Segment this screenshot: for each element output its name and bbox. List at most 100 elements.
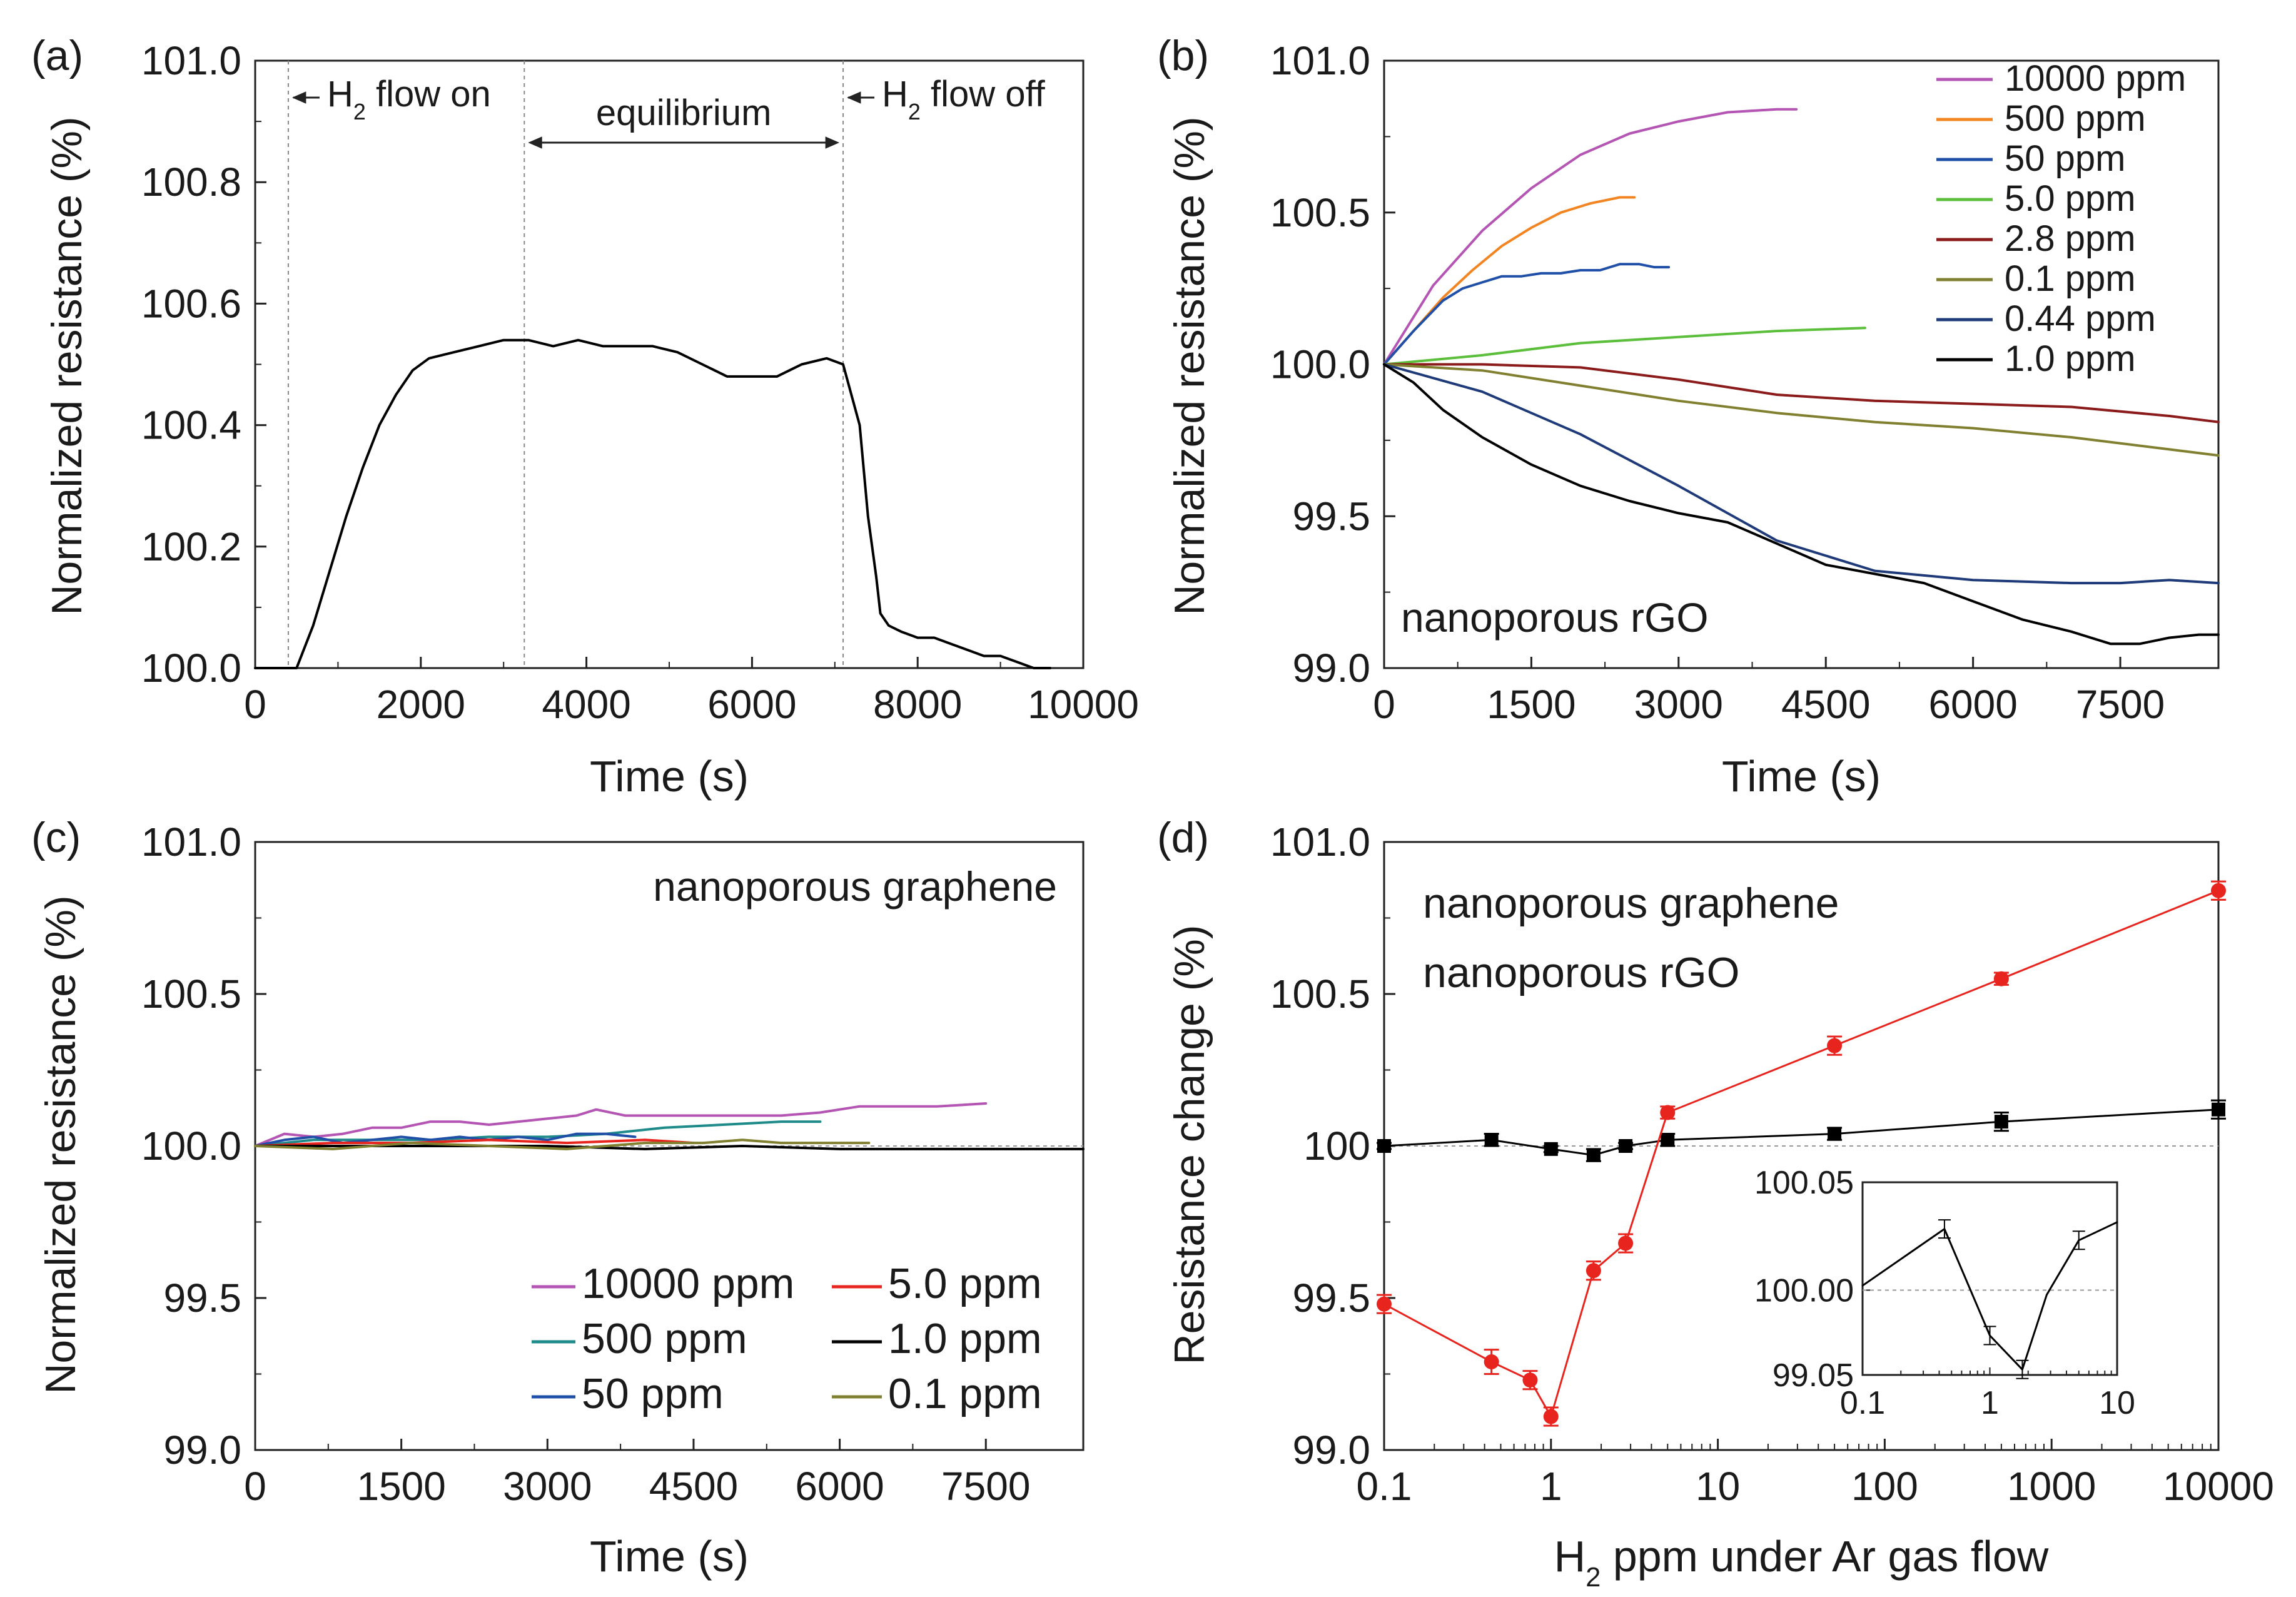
legend-label-b: 10000 ppm: [2005, 58, 2186, 99]
h2-flow-off-label-prefix: H: [882, 74, 908, 114]
legend-label-b: 1.0 ppm: [2005, 338, 2136, 379]
x-tick-label-a: 10000: [1028, 682, 1139, 727]
panel-letter-b: (b): [1157, 32, 1209, 79]
h2-flow-off-label-suffix: flow off: [921, 74, 1046, 114]
y-axis-label-b: Normalized resistance (%): [1166, 116, 1213, 615]
x-tick-label-c: 4500: [649, 1464, 738, 1509]
legend-label-c: 500 ppm: [582, 1315, 747, 1362]
series-line-c-0.1-ppm: [254, 1138, 871, 1150]
y-tick-label-b: 99.0: [1292, 646, 1370, 691]
y-tick-label-d: 99.0: [1292, 1427, 1370, 1473]
y-axis-label-c: Normalized resistance (%): [37, 895, 84, 1394]
y-tick-label-d: 101.0: [1270, 819, 1370, 864]
y-tick-label-a: 100.8: [141, 160, 241, 205]
x-tick-label-b: 1500: [1487, 682, 1575, 727]
data-point-graphene: [1544, 1142, 1558, 1156]
panel-letter-a: (a): [31, 32, 83, 79]
legend-label-graphene: nanoporous graphene: [1423, 880, 1839, 927]
series-line-b-0.1-ppm: [1383, 363, 2220, 457]
series-line-b-0.44-ppm: [1383, 363, 2220, 585]
y-tick-label-a: 100.4: [141, 403, 241, 448]
series-line-a-response: [254, 338, 1051, 669]
x-tick-label-c: 6000: [795, 1464, 884, 1509]
legend-label-rgo: nanoporous rGO: [1423, 949, 1740, 996]
y-tick-label-d: 99.5: [1292, 1275, 1370, 1321]
x-tick-label-d: 0.1: [1357, 1464, 1412, 1509]
y-tick-label-a: 100.0: [141, 646, 241, 691]
h2-flow-on-label: H2 flow on: [327, 74, 491, 124]
data-point-rgo: [1993, 971, 2009, 986]
x-tick-label-a: 4000: [542, 682, 630, 727]
equilibrium-arrowhead-right: [825, 136, 840, 149]
series-line-c-1.0-ppm: [254, 1145, 1085, 1150]
data-point-graphene: [1377, 1139, 1391, 1153]
inner-label-c: nanoporous graphene: [653, 863, 1057, 910]
x-tick-label-b: 0: [1373, 682, 1395, 727]
data-point-rgo: [1543, 1409, 1559, 1424]
data-point-graphene: [1484, 1133, 1499, 1147]
h2-off-arrowhead: [847, 91, 861, 104]
legend-label-c: 10000 ppm: [582, 1260, 794, 1307]
y-tick-label-a: 100.6: [141, 281, 241, 326]
y-tick-label-d: 100.5: [1270, 971, 1370, 1017]
x-tick-label-b: 7500: [2076, 682, 2165, 727]
series-line-b-1.0-ppm: [1383, 363, 2220, 646]
h2-flow-off-label: H2 flow off: [882, 74, 1046, 124]
data-point-rgo: [1377, 1296, 1392, 1312]
y-tick-label-b: 101.0: [1270, 38, 1370, 83]
series-line-c-500-ppm: [254, 1120, 822, 1147]
x-tick-label-c: 1500: [357, 1464, 445, 1509]
x-axis-label-c: Time (s): [590, 1532, 749, 1581]
inset-frame: [1861, 1181, 2118, 1376]
legend-label-b: 5.0 ppm: [2005, 178, 2136, 219]
x-axis-label-b: Time (s): [1722, 752, 1881, 801]
panel-letter-c: (c): [31, 814, 81, 861]
x-axis-label-d-prefix: H: [1554, 1532, 1586, 1581]
series-line-b-10000-ppm: [1383, 108, 1798, 366]
x-tick-label-a: 2000: [377, 682, 465, 727]
series-line-b-50-ppm: [1383, 263, 1671, 366]
x-tick-label-c: 0: [244, 1464, 266, 1509]
data-point-graphene: [1661, 1133, 1675, 1147]
h2-flow-on-label-suffix: flow on: [366, 74, 491, 114]
data-point-rgo: [1484, 1354, 1499, 1370]
x-axis-label-d-subscript: 2: [1585, 1563, 1601, 1593]
data-point-graphene: [1828, 1127, 1842, 1141]
equilibrium-label: equilibrium: [596, 93, 771, 133]
inset-y-tick-label: 100.00: [1754, 1272, 1854, 1309]
x-tick-label-d: 10000: [2163, 1464, 2274, 1509]
x-tick-label-d: 1000: [2007, 1464, 2096, 1509]
series-line-c-5.0-ppm: [254, 1138, 695, 1147]
equilibrium-arrowhead-left: [528, 136, 542, 149]
series-line-b-2.8-ppm: [1383, 363, 2220, 423]
inset-y-tick-label: 99.05: [1773, 1357, 1854, 1394]
h2-on-arrowhead: [291, 91, 306, 104]
legend-label-b: 2.8 ppm: [2005, 218, 2136, 259]
y-tick-label-c: 100.0: [141, 1123, 241, 1169]
data-point-graphene: [2212, 1102, 2225, 1117]
panel-b: 0 1500 3000 4500 6000 7500 99.0 99.5 100.0 100.5 1…: [1157, 32, 2220, 801]
series-line-c-10000-ppm: [254, 1102, 988, 1147]
x-axis-label-d-suffix: ppm under Ar gas flow: [1601, 1532, 2048, 1581]
data-point-rgo: [1618, 1235, 1634, 1251]
x-axis-label-a: Time (s): [590, 752, 749, 801]
data-point-rgo: [1585, 1263, 1601, 1279]
data-point-graphene: [1619, 1139, 1633, 1153]
h2-flow-on-label-prefix: H: [327, 74, 353, 114]
legend-label-b: 0.1 ppm: [2005, 258, 2136, 299]
series-line-b-5.0-ppm: [1383, 327, 1866, 366]
y-tick-label-c: 101.0: [141, 819, 241, 864]
y-tick-label-d: 100: [1303, 1123, 1370, 1169]
data-point-rgo: [1522, 1372, 1538, 1388]
panel-a: 0 2000 4000 6000 8000 10000 100.0 100.2 100.4 100…: [31, 32, 1139, 801]
y-tick-label-b: 99.5: [1292, 494, 1370, 539]
inset-x-tick-label: 10: [2099, 1385, 2135, 1421]
legend-label-c: 0.1 ppm: [888, 1370, 1042, 1417]
y-tick-label-a: 101.0: [141, 38, 241, 83]
h2-flow-off-label-subscript: 2: [908, 99, 921, 124]
data-point-rgo: [1827, 1038, 1843, 1053]
x-tick-label-b: 6000: [1928, 682, 2017, 727]
legend-label-c: 5.0 ppm: [888, 1260, 1042, 1307]
x-tick-label-c: 7500: [941, 1464, 1030, 1509]
